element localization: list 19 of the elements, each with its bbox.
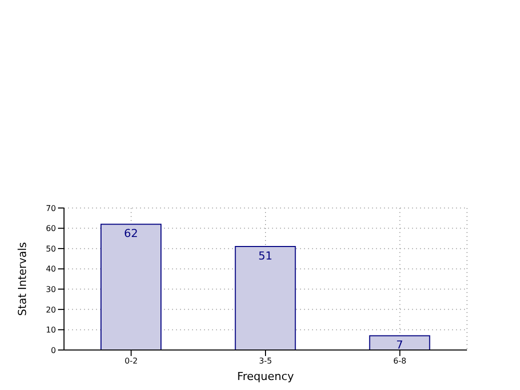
x-axis-title: Frequency: [237, 370, 294, 383]
y-tick-label: 30: [46, 284, 56, 294]
data-label: 7: [396, 338, 404, 352]
y-tick-label: 60: [46, 224, 56, 234]
bar: [100, 224, 162, 350]
data-label: 51: [258, 249, 272, 262]
bar: [234, 246, 296, 350]
y-tick-label: 10: [46, 326, 56, 335]
bar: [369, 335, 430, 350]
y-tick-label: 20: [46, 305, 56, 314]
x-tick-label: 0-2: [124, 356, 138, 366]
x-tick-label: 3-5: [258, 356, 272, 366]
data-label: 62: [124, 227, 138, 240]
y-tick-label: 0: [50, 346, 56, 355]
x-tick-label: 6-8: [393, 356, 406, 366]
y-tick-label: 50: [46, 244, 56, 254]
y-tick-label: 70: [46, 204, 56, 213]
y-tick-label: 40: [46, 264, 56, 274]
y-axis-title: Stat Intervals: [16, 242, 29, 316]
